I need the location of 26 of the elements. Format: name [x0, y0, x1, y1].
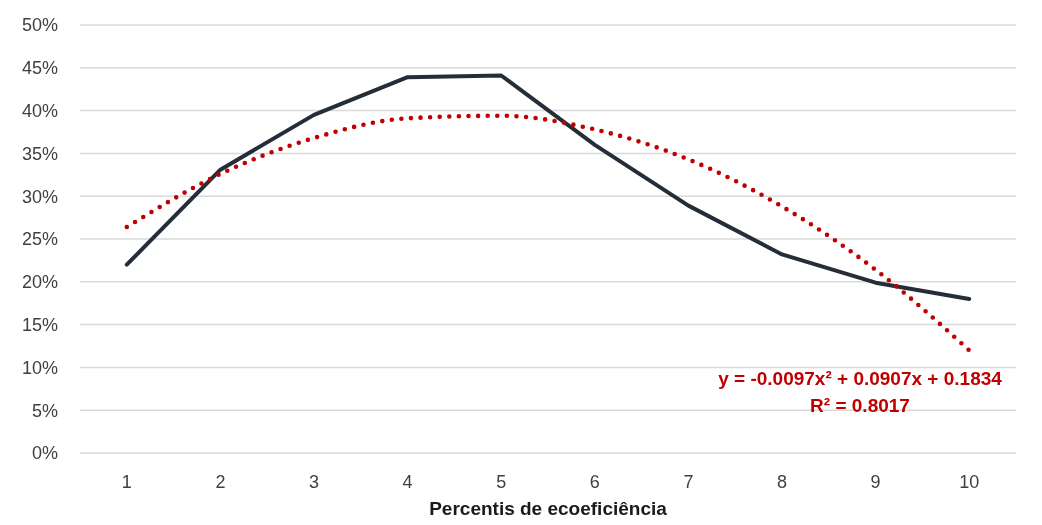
x-tick-label: 1 [121, 471, 132, 492]
x-tick-label: 10 [959, 471, 980, 492]
line-series [124, 113, 972, 353]
x-tick-label: 9 [870, 471, 881, 492]
y-tick-label: 20% [21, 272, 58, 293]
y-tick-label: 25% [21, 229, 58, 250]
x-tick-label: 8 [776, 471, 788, 492]
x-tick-label: 4 [402, 471, 413, 492]
annotation: y = -0.0097x² + 0.0907x + 0.1834 [717, 367, 1003, 391]
annotation: R² = 0.8017 [809, 394, 911, 418]
y-tick-label: 35% [21, 143, 58, 164]
x-tick-label: 2 [215, 471, 226, 492]
y-tick-label: 45% [21, 58, 58, 79]
x-tick-label: 3 [308, 471, 320, 492]
line-series [124, 73, 972, 301]
y-tick-label: 10% [21, 357, 58, 378]
y-tick-label: 50% [21, 15, 58, 36]
y-tick-label: 40% [21, 100, 58, 121]
y-tick-label: 5% [31, 400, 58, 421]
y-tick-label: 30% [21, 186, 58, 207]
y-tick-label: 0% [31, 443, 58, 464]
x-axis-title: Percentis de ecoeficiência [429, 498, 668, 519]
y-tick-label: 15% [21, 314, 58, 335]
x-tick-label: 6 [589, 471, 600, 492]
x-tick-label: 7 [683, 471, 694, 492]
x-tick-label: 5 [496, 471, 507, 492]
